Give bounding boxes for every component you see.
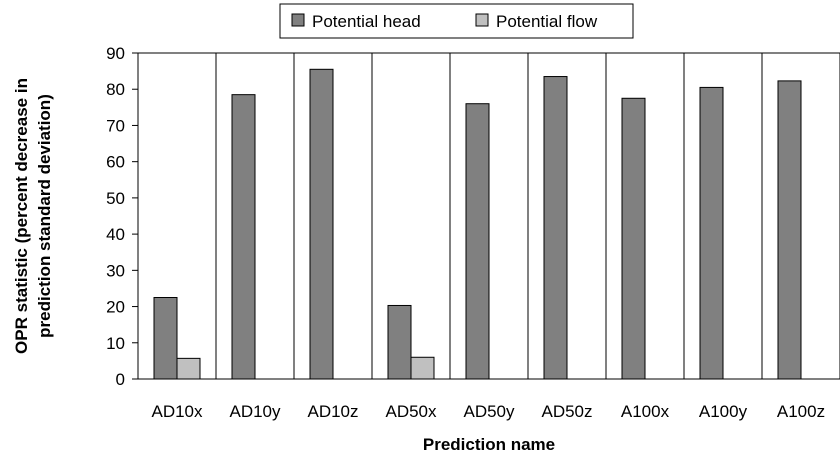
bar-potential-flow (176, 357, 201, 380)
bar-potential-head (387, 304, 412, 380)
legend-label-potential-flow: Potential flow (496, 12, 598, 31)
bar-potential-head (153, 297, 178, 380)
legend-swatch-potential-head (291, 13, 305, 27)
y-tick-label: 20 (106, 298, 125, 317)
bar-potential-head (543, 76, 568, 380)
y-axis-title-line-2: prediction standard deviation) (35, 94, 54, 338)
bar-potential-head (309, 68, 334, 380)
legend-label-potential-head: Potential head (312, 12, 421, 31)
bar-potential-head (465, 103, 490, 380)
y-tick-label: 0 (116, 370, 125, 389)
y-tick-label: 30 (106, 261, 125, 280)
plot-area-border (137, 52, 840, 380)
x-tick-label: AD10z (307, 402, 358, 421)
bar-potential-head (699, 86, 724, 380)
y-tick-label: 80 (106, 80, 125, 99)
bar-potential-head (621, 97, 646, 380)
y-tick-label: 10 (106, 334, 125, 353)
legend-box (279, 3, 634, 39)
x-axis-title: Prediction name (423, 435, 555, 454)
y-axis-title-line-1: OPR statistic (percent decrease in (12, 78, 31, 354)
y-axis: 0 10 20 30 40 50 60 70 80 90 (106, 44, 138, 389)
category-divider-gridlines (215, 53, 763, 379)
x-tick-label: A100y (699, 402, 748, 421)
x-tick-label: AD10y (229, 402, 281, 421)
bar-potential-head (231, 94, 256, 380)
bar-potential-head (777, 80, 802, 380)
x-tick-label: A100x (621, 402, 670, 421)
x-tick-label: AD50y (463, 402, 515, 421)
x-tick-label: AD50x (385, 402, 437, 421)
y-tick-label: 40 (106, 225, 125, 244)
y-tick-label: 50 (106, 189, 125, 208)
x-tick-label: AD50z (541, 402, 592, 421)
bars-group (153, 68, 802, 380)
bar-potential-flow (410, 356, 435, 380)
legend-swatch-potential-flow (475, 13, 489, 27)
y-tick-label: 70 (106, 116, 125, 135)
x-axis: AD10x AD10y AD10z AD50x AD50y AD50z A100x A100y… (151, 402, 825, 421)
y-tick-label: 60 (106, 153, 125, 172)
x-tick-label: AD10x (151, 402, 203, 421)
legend: Potential head Potential flow (279, 3, 634, 39)
y-tick-label: 90 (106, 44, 125, 63)
x-tick-label: A100z (777, 402, 825, 421)
